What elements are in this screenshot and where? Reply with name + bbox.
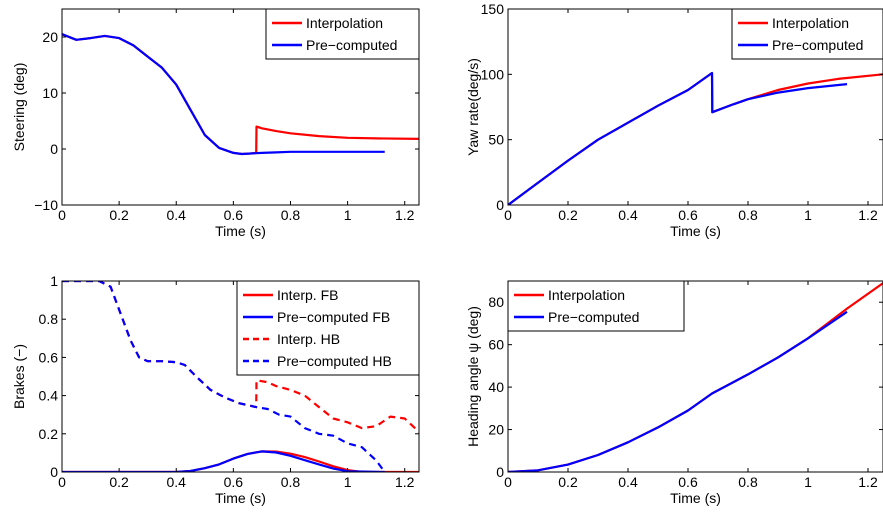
- y-tick-label: 60: [488, 337, 504, 353]
- legend-label: Pre−computed: [306, 37, 397, 53]
- x-tick-label: 1: [344, 474, 352, 490]
- y-tick-label: 0: [50, 141, 58, 157]
- x-axis-label: Time (s): [670, 490, 721, 506]
- y-tick-label: 0: [496, 464, 504, 480]
- x-tick-label: 0: [504, 207, 512, 223]
- y-tick-label: 20: [488, 422, 504, 438]
- x-tick-label: 0: [58, 207, 66, 223]
- legend-label: Pre−computed: [772, 37, 863, 53]
- chart-2: 0 0.2 0.4 0.6 0.8 1 1.2 0 50 100 150 Time (s) Yaw ra…: [465, 1, 883, 239]
- series-line-1: [508, 71, 883, 205]
- legend-label: Pre−computed: [548, 309, 639, 325]
- series-group: [508, 282, 883, 472]
- series-line-1: [62, 450, 419, 472]
- legend: Interpolation Pre−computed: [731, 8, 883, 60]
- y-tick-label: 0.2: [39, 426, 59, 442]
- x-tick-label: 1.2: [395, 207, 415, 223]
- x-tick-label: 0.6: [678, 207, 698, 223]
- x-tick-label: 0.6: [224, 474, 244, 490]
- x-tick-label: 0.8: [281, 207, 301, 223]
- series-line-2: [62, 33, 385, 156]
- x-tick-label: 0.4: [167, 474, 187, 490]
- chart-3: 0 0.2 0.4 0.6 0.8 1 1.2 0 0.2 0.4 0.6 0.8 1 Time (s) B…: [11, 273, 420, 506]
- legend-label: Pre−computed FB: [277, 309, 390, 325]
- legend: Interpolation Pre−computed: [265, 8, 420, 60]
- legend-label: Interp. HB: [277, 331, 340, 347]
- axes-frame: [507, 8, 883, 206]
- series-group: [62, 281, 419, 472]
- x-tick-label: 0.8: [738, 207, 758, 223]
- axes-frame: [61, 8, 420, 206]
- y-tick-label: 40: [488, 379, 504, 395]
- x-tick-label: 0.8: [738, 474, 758, 490]
- x-tick-label: 0.4: [618, 207, 638, 223]
- series-line-2: [62, 450, 385, 472]
- y-tick-label: 0.6: [39, 349, 59, 365]
- x-tick-label: 1.2: [858, 474, 878, 490]
- y-axis-label: Yaw rate(deg/s): [465, 58, 481, 156]
- y-tick-label: 100: [481, 66, 505, 82]
- series-line-2: [508, 71, 848, 205]
- x-tick-label: 0.2: [109, 474, 129, 490]
- x-tick-label: 0.2: [558, 207, 578, 223]
- x-tick-label: 1.2: [858, 207, 878, 223]
- x-tick-label: 1: [804, 207, 812, 223]
- x-tick-label: 0.2: [558, 474, 578, 490]
- legend-box: [731, 8, 883, 60]
- y-tick-label: 10: [42, 85, 58, 101]
- y-tick-label: 0: [496, 197, 504, 213]
- x-tick-label: 0: [504, 474, 512, 490]
- y-tick-label: 0.4: [39, 388, 59, 404]
- legend: Interp. FB Pre−computed FB Interp. HB Pre−c…: [236, 280, 420, 376]
- series-line-4: [62, 281, 386, 472]
- x-axis-label: Time (s): [215, 490, 266, 506]
- y-tick-label: 20: [42, 29, 58, 45]
- legend-box: [507, 280, 685, 332]
- series-line-2: [508, 310, 848, 472]
- x-axis-label: Time (s): [670, 223, 721, 239]
- x-tick-label: 1: [344, 207, 352, 223]
- x-tick-label: 0: [58, 474, 66, 490]
- y-tick-label: 1: [50, 273, 58, 289]
- y-tick-label: −10: [34, 197, 58, 213]
- x-tick-label: 0.4: [618, 474, 638, 490]
- legend-label: Pre−computed HB: [277, 353, 392, 369]
- x-tick-label: 0.6: [678, 474, 698, 490]
- x-tick-label: 0.2: [109, 207, 129, 223]
- chart-4: 0 0.2 0.4 0.6 0.8 1 1.2 0 20 40 60 80 Time (s) Headin…: [465, 280, 883, 506]
- y-axis-label: Steering (deg): [11, 63, 27, 152]
- axes-frame: [507, 280, 883, 473]
- y-axis-label: Brakes (−): [11, 344, 27, 409]
- y-tick-label: 80: [488, 294, 504, 310]
- x-tick-label: 0.4: [167, 207, 187, 223]
- x-tick-label: 1: [804, 474, 812, 490]
- legend-box: [236, 280, 420, 376]
- y-tick-label: 50: [488, 132, 504, 148]
- legend-label: Interpolation: [306, 15, 383, 31]
- legend-label: Interpolation: [548, 287, 625, 303]
- x-tick-label: 1.2: [395, 474, 415, 490]
- y-tick-label: 150: [481, 1, 505, 17]
- legend-label: Interp. FB: [277, 287, 338, 303]
- series-group: [508, 71, 883, 205]
- legend-label: Interpolation: [772, 15, 849, 31]
- series-group: [62, 33, 419, 156]
- x-tick-label: 0.8: [281, 474, 301, 490]
- x-tick-label: 0.6: [224, 207, 244, 223]
- legend: Interpolation Pre−computed: [507, 280, 685, 332]
- y-tick-label: 0: [50, 464, 58, 480]
- x-axis-label: Time (s): [215, 223, 266, 239]
- y-tick-label: 0.8: [39, 311, 59, 327]
- legend-box: [265, 8, 420, 60]
- y-axis-label: Heading angle ψ (deg): [465, 306, 481, 447]
